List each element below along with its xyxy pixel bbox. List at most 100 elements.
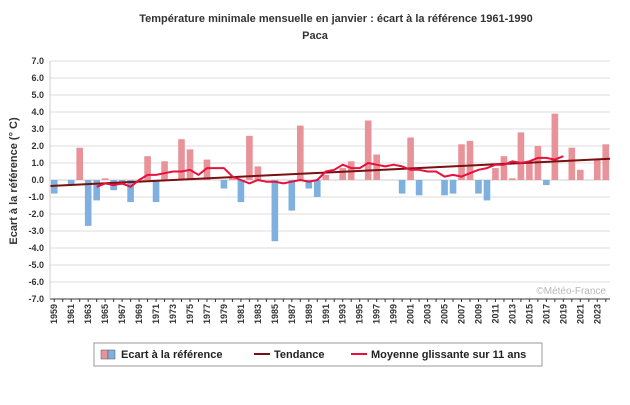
bar-1962 bbox=[76, 147, 84, 180]
x-tick-label: 1975 bbox=[185, 304, 195, 324]
bar-2006 bbox=[449, 180, 457, 194]
moving-average-line bbox=[96, 155, 564, 188]
legend: Ecart à la référence Tendance Moyenne gl… bbox=[93, 342, 543, 367]
legend-box bbox=[93, 342, 543, 367]
x-tick-label: 1977 bbox=[202, 304, 212, 324]
y-tick-label: 5.0 bbox=[31, 90, 44, 100]
x-tick-label: 1995 bbox=[355, 304, 365, 324]
y-tick-label: -1.0 bbox=[28, 192, 44, 202]
chart-title: Température minimale mensuelle en janvie… bbox=[139, 13, 533, 25]
bar-2000 bbox=[398, 180, 406, 194]
bar-1997 bbox=[373, 154, 380, 180]
x-tick-label: 1965 bbox=[100, 304, 110, 324]
x-tick-label: 1997 bbox=[372, 304, 382, 324]
x-tick-label: 2001 bbox=[406, 304, 416, 324]
x-tick-label: 2021 bbox=[575, 304, 585, 324]
x-tick-label: 1969 bbox=[134, 304, 144, 324]
x-tick-label: 1989 bbox=[304, 304, 314, 324]
bar-2021 bbox=[576, 169, 584, 180]
bar-1982 bbox=[246, 135, 253, 180]
bar-1965 bbox=[101, 178, 109, 180]
y-tick-label: 6.0 bbox=[31, 73, 44, 83]
bar-1970 bbox=[144, 156, 151, 180]
bar-1993 bbox=[339, 168, 347, 180]
bar-2005 bbox=[441, 180, 448, 196]
x-tick-label: 2003 bbox=[423, 304, 433, 324]
bar-1991 bbox=[322, 174, 330, 180]
bar-1975 bbox=[186, 149, 194, 180]
bar-2010 bbox=[483, 180, 491, 201]
legend-swatch-bar-negative bbox=[107, 349, 116, 360]
bar-1974 bbox=[178, 139, 185, 180]
bar-2007 bbox=[458, 144, 465, 180]
bars bbox=[50, 113, 610, 242]
bar-1981 bbox=[237, 180, 245, 203]
x-tick-label: 2023 bbox=[592, 304, 602, 324]
bar-2009 bbox=[475, 180, 482, 194]
x-tick-label: 1963 bbox=[83, 304, 93, 324]
legend-swatch-bar-positive bbox=[100, 349, 109, 360]
bar-2008 bbox=[466, 140, 474, 180]
trend-line bbox=[49, 157, 611, 187]
legend-label-bars: Ecart à la référence bbox=[121, 349, 223, 361]
x-tick-label: 2005 bbox=[440, 304, 450, 324]
legend-label-moving-average: Moyenne glissante sur 11 ans bbox=[371, 349, 526, 361]
x-tick-label: 1959 bbox=[49, 304, 59, 324]
y-tick-label: -2.0 bbox=[28, 209, 44, 219]
y-tick-label: -6.0 bbox=[28, 277, 44, 287]
x-tick-label: 2015 bbox=[524, 304, 534, 324]
y-tick-label: 7.0 bbox=[31, 56, 44, 66]
y-tick-label: 3.0 bbox=[31, 124, 44, 134]
x-tick-label: 1981 bbox=[236, 304, 246, 324]
bar-2002 bbox=[415, 180, 423, 196]
bar-1959 bbox=[50, 180, 58, 194]
bar-1990 bbox=[313, 180, 321, 197]
bar-1968 bbox=[127, 180, 134, 203]
bar-2014 bbox=[517, 132, 525, 180]
bar-1996 bbox=[364, 120, 372, 180]
x-tick-label: 1973 bbox=[168, 304, 178, 324]
x-tick-label: 2011 bbox=[490, 304, 500, 324]
x-tick-label: 2007 bbox=[457, 304, 467, 324]
y-tick-label: 4.0 bbox=[31, 107, 44, 117]
x-tick-label: 1991 bbox=[321, 304, 331, 324]
y-tick-label: -5.0 bbox=[28, 260, 44, 270]
y-tick-label: 0.0 bbox=[31, 175, 44, 185]
bar-2017 bbox=[543, 180, 550, 186]
x-tick-label: 1987 bbox=[287, 304, 297, 324]
bar-1963 bbox=[84, 180, 92, 226]
chart-subtitle: Paca bbox=[302, 30, 329, 42]
bar-2001 bbox=[407, 137, 414, 180]
bar-1961 bbox=[67, 180, 75, 186]
bar-1988 bbox=[296, 125, 304, 180]
legend-label-trend: Tendance bbox=[274, 349, 325, 361]
x-tick-label: 1993 bbox=[338, 304, 348, 324]
bar-1971 bbox=[152, 180, 160, 203]
y-tick-label: -4.0 bbox=[28, 243, 44, 253]
bar-1979 bbox=[220, 180, 228, 189]
x-tick-label: 2017 bbox=[541, 304, 551, 324]
gridlines bbox=[50, 60, 610, 300]
y-tick-label: -7.0 bbox=[28, 294, 44, 304]
x-tick-label: 1961 bbox=[66, 304, 76, 324]
x-tick-label: 1983 bbox=[253, 304, 263, 324]
bar-2015 bbox=[526, 163, 533, 180]
bar-1964 bbox=[93, 180, 100, 201]
bar-2018 bbox=[551, 113, 559, 180]
y-tick-label: 2.0 bbox=[31, 141, 44, 151]
bar-1987 bbox=[288, 180, 296, 211]
x-tick-label: 2009 bbox=[473, 304, 483, 324]
x-tick-label: 2019 bbox=[558, 304, 568, 324]
bar-1985 bbox=[271, 180, 279, 242]
bar-2024 bbox=[602, 144, 610, 180]
x-tick-label: 2013 bbox=[507, 304, 517, 324]
bar-2012 bbox=[500, 156, 508, 180]
bar-1983 bbox=[254, 166, 262, 180]
bar-2020 bbox=[568, 147, 576, 180]
x-tick-label: 1999 bbox=[389, 304, 399, 324]
x-tick-label: 1971 bbox=[151, 304, 161, 324]
bar-1972 bbox=[161, 161, 168, 180]
bar-2013 bbox=[509, 178, 516, 180]
axes: 7.0 6.0 5.0 4.0 3.0 2.0 1.0 0.0 -1.0 -2.0 -3.0 -4.0… bbox=[28, 56, 610, 324]
